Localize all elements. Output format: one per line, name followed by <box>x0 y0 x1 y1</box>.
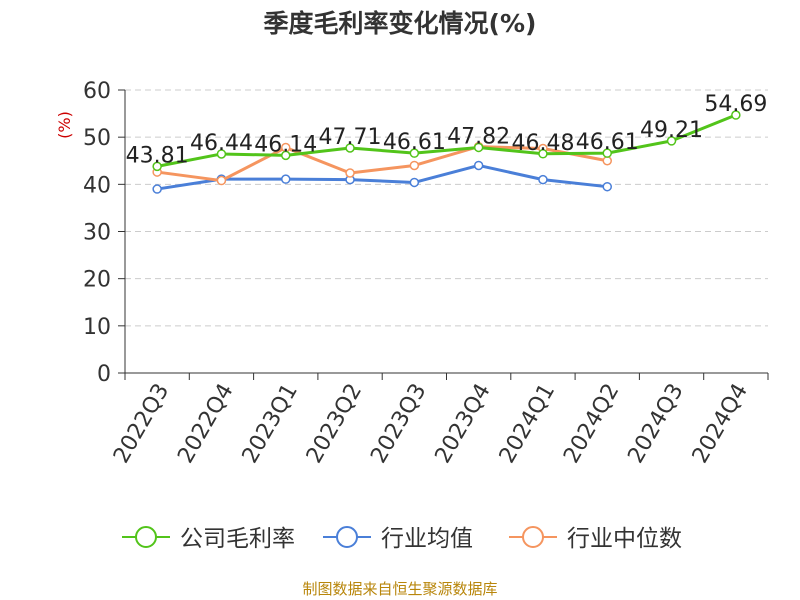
x-tick-label: 2024Q2 <box>559 380 624 468</box>
company-gross-margin-point <box>216 149 227 159</box>
data-label: 43.81 <box>126 143 189 168</box>
data-label: 47.82 <box>447 124 510 149</box>
y-tick-label: 30 <box>83 221 111 246</box>
industry-mean-point <box>602 181 612 192</box>
industry-mean-point <box>409 177 420 188</box>
x-tick-label: 2024Q3 <box>623 380 688 468</box>
data-label: 46.14 <box>254 132 317 157</box>
y-tick-label: 60 <box>83 79 111 104</box>
industry-mean-point <box>281 174 291 184</box>
legend-label: 公司毛利率 <box>180 526 295 552</box>
x-tick-label: 2023Q3 <box>366 379 431 467</box>
company-gross-margin-point <box>666 136 677 146</box>
x-tick-label: 2024Q4 <box>688 380 753 468</box>
data-label: 46.48 <box>511 131 574 156</box>
company-gross-margin-point <box>473 142 484 153</box>
y-tick-label: 20 <box>83 268 111 293</box>
y-axis-title: (%) <box>55 111 74 139</box>
company-gross-margin-point <box>409 148 420 158</box>
data-label: 46.44 <box>190 131 253 156</box>
data-label: 54.69 <box>704 92 767 117</box>
industry-median-point <box>345 168 355 178</box>
y-tick-label: 40 <box>83 173 111 198</box>
legend-label: 行业中位数 <box>567 526 682 552</box>
legend-swatch-marker <box>336 526 358 548</box>
industry-median-line <box>156 145 608 183</box>
industry-median-point <box>602 156 612 166</box>
company-gross-margin-point <box>602 148 612 158</box>
y-tick-label: 10 <box>83 315 111 340</box>
x-tick-label: 2022Q3 <box>109 380 174 468</box>
data-label: 46.61 <box>576 130 639 155</box>
company-gross-margin-point <box>281 150 291 161</box>
x-tick-label: 2023Q2 <box>302 380 367 468</box>
data-label: 47.71 <box>319 125 382 150</box>
data-label: 49.21 <box>640 118 703 143</box>
chart-title: 季度毛利率变化情况(%) <box>263 9 537 38</box>
data-label: 46.61 <box>383 130 446 155</box>
legend-label: 行业均值 <box>381 526 473 552</box>
legend-swatch-marker <box>522 526 544 548</box>
x-tick-label: 2022Q4 <box>173 380 238 468</box>
y-tick-label: 50 <box>83 126 111 151</box>
industry-mean-point <box>473 160 484 171</box>
company-gross-margin-point <box>345 143 355 153</box>
company-gross-margin-point <box>731 110 741 120</box>
x-tick-label: 2023Q4 <box>431 380 496 468</box>
industry-median-point <box>409 160 420 171</box>
industry-median-point <box>216 175 227 186</box>
x-tick-label: 2024Q1 <box>495 380 560 468</box>
data-source-note: 制图数据来自恒生聚源数据库 <box>302 580 498 598</box>
industry-mean-point <box>152 184 162 194</box>
industry-mean-line <box>156 163 608 191</box>
industry-mean-point <box>538 174 548 185</box>
company-gross-margin-line <box>156 113 737 168</box>
x-tick-label: 2023Q1 <box>238 380 303 468</box>
y-tick-label: 0 <box>97 362 111 387</box>
legend-swatch-marker <box>135 526 157 548</box>
company-gross-margin-point <box>538 149 548 159</box>
company-gross-margin-point <box>152 161 162 172</box>
